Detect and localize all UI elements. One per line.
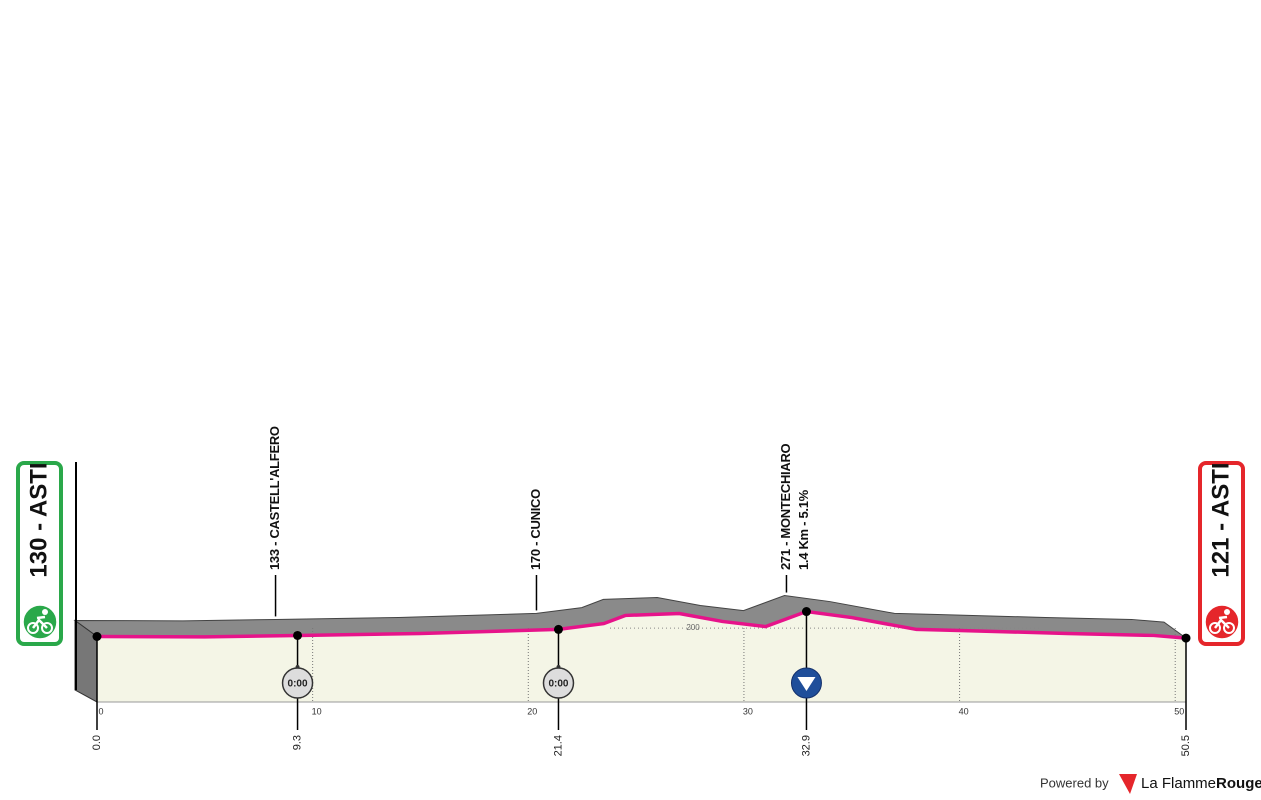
- stopwatch-text: 0:00: [548, 679, 568, 690]
- brand: La FlammeRouge: [1141, 775, 1261, 792]
- km-label: 9.3: [291, 735, 303, 750]
- x-tick-label: 20: [527, 706, 537, 716]
- stopwatch: [542, 667, 575, 699]
- start-wheel: [27, 622, 39, 634]
- km-label: 21.4: [552, 735, 564, 756]
- finish-rider: [1214, 615, 1230, 629]
- brand-name: La Flamme: [1141, 775, 1216, 792]
- place-label: 1.4 Km - 5.1%: [796, 489, 811, 570]
- start-rider-head: [42, 609, 48, 615]
- finish-wheel: [1209, 622, 1221, 634]
- brand-name-bold: Rouge: [1216, 775, 1261, 792]
- x-tick-label: 30: [743, 706, 753, 716]
- km-label: 50.5: [1180, 735, 1192, 756]
- km-label: 32.9: [800, 735, 812, 756]
- x-tick-label: 10: [312, 706, 322, 716]
- place-label: 133 - CASTELL'ALFERO: [267, 426, 282, 570]
- place-label: 170 - CUNICO: [528, 489, 543, 570]
- place-label: 271 - MONTECHIARO: [778, 443, 793, 570]
- finish-rider-head: [1224, 609, 1230, 615]
- kom-arrow: [797, 677, 816, 691]
- start-label: 130 - ASTI: [25, 462, 52, 577]
- start-badge: [16, 461, 63, 646]
- powered-by: Powered by: [1040, 775, 1109, 790]
- waypoint-dot: [801, 607, 811, 617]
- start-wheel: [41, 622, 53, 634]
- x-tick-label: 50: [1174, 706, 1184, 716]
- x-tick-label: 0: [98, 706, 103, 716]
- finish-label: 121 - ASTI: [1207, 462, 1234, 577]
- brand-logo: [1119, 774, 1137, 794]
- finish-badge: [1198, 461, 1245, 646]
- x-tick-label: 40: [959, 706, 969, 716]
- stopwatch-text: 0:00: [288, 679, 308, 690]
- y-tick-label: 200: [686, 623, 700, 632]
- stopwatch: [281, 667, 314, 699]
- waypoint-dot: [92, 632, 102, 641]
- waypoint-dot: [553, 624, 563, 634]
- km-label: 0.0: [91, 735, 103, 750]
- waypoint-dot: [293, 630, 303, 640]
- profile-line: [96, 609, 1187, 640]
- finish-wheel: [1223, 622, 1235, 634]
- start-rider: [32, 615, 48, 629]
- ground: [97, 611, 1186, 702]
- waypoint-dot: [1181, 633, 1191, 643]
